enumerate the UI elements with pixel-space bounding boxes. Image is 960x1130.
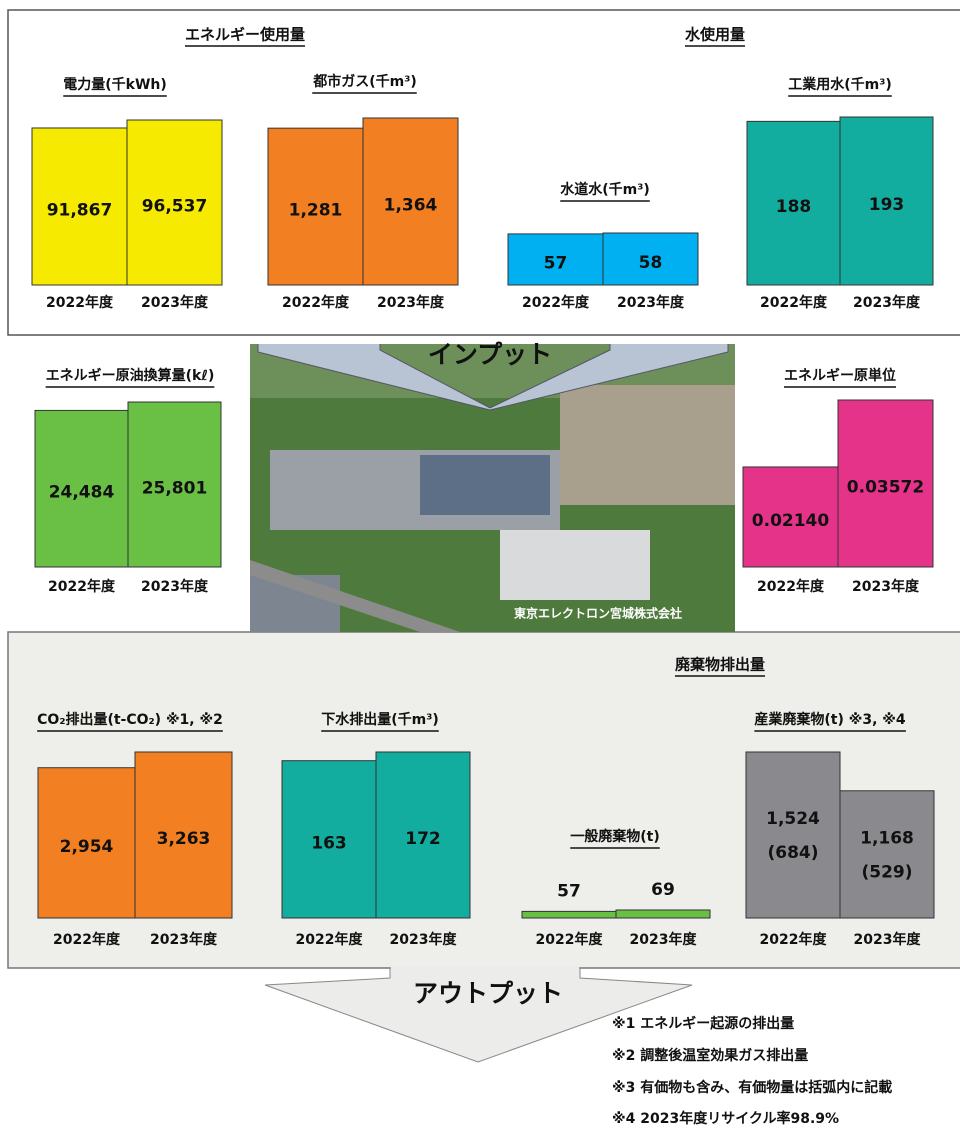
- x-tick-label: 2023年度: [854, 931, 922, 948]
- x-tick-label: 2022年度: [522, 294, 590, 311]
- x-tick-label: 2023年度: [150, 931, 218, 948]
- value-label: 163: [311, 833, 347, 853]
- photo-gap: [250, 338, 735, 344]
- bar: [615, 909, 711, 919]
- x-tick-label: 2022年度: [48, 578, 116, 595]
- bar: [31, 127, 128, 286]
- value-label: 96,537: [142, 197, 208, 217]
- footnote: ※1 エネルギー起源の排出量: [612, 1015, 794, 1032]
- x-tick-label: 2022年度: [760, 294, 828, 311]
- output-arrow-joint: [391, 966, 579, 974]
- x-tick-label: 2022年度: [757, 578, 825, 595]
- sub-value-label: (529): [861, 862, 912, 882]
- chart-title: 産業廃棄物(t) ※3, ※4: [754, 711, 906, 728]
- chart-title: エネルギー原単位: [784, 367, 896, 384]
- x-tick-label: 2022年度: [760, 931, 828, 948]
- footnote: ※2 調整後温室効果ガス排出量: [612, 1047, 808, 1064]
- chart-title: 水道水(千m³): [560, 181, 650, 198]
- photo-caption: 東京エレクトロン宮城株式会社: [514, 606, 682, 621]
- chart-title: CO₂排出量(t-CO₂) ※1, ※2: [37, 711, 223, 728]
- bar: [281, 760, 377, 919]
- chart-title: 工業用水(千m³): [788, 76, 892, 93]
- output-arrow: [264, 967, 693, 1063]
- bar: [37, 767, 136, 919]
- bar: [134, 751, 233, 919]
- bar: [126, 119, 223, 286]
- value-label: 58: [639, 253, 663, 273]
- value-label: 0.03572: [847, 478, 924, 498]
- x-tick-label: 2023年度: [390, 931, 458, 948]
- value-label: 1,364: [384, 196, 438, 216]
- x-tick-label: 2023年度: [853, 294, 921, 311]
- value-label: 91,867: [47, 200, 113, 220]
- x-tick-label: 2023年度: [377, 294, 445, 311]
- value-label: 1,524: [766, 809, 820, 829]
- input-label: インプット: [428, 340, 552, 369]
- value-label: 2,954: [60, 837, 114, 857]
- sub-value-label: (684): [767, 843, 818, 863]
- x-tick-label: 2023年度: [141, 294, 209, 311]
- value-label: 3,263: [157, 829, 211, 849]
- bar: [521, 910, 617, 919]
- bar: [34, 409, 129, 568]
- photo-road: [250, 560, 460, 632]
- chart-title: 下水排出量(千m³): [321, 711, 439, 728]
- photo-ground: [560, 385, 735, 505]
- bar: [375, 751, 471, 919]
- value-label: 1,168: [860, 828, 914, 848]
- x-tick-label: 2023年度: [852, 578, 920, 595]
- value-label: 1,281: [289, 201, 343, 221]
- value-label: 193: [869, 195, 905, 215]
- x-tick-label: 2023年度: [141, 578, 209, 595]
- bar: [127, 401, 222, 568]
- value-label: 0.02140: [752, 511, 830, 531]
- footnote: ※3 有価物も含み、有価物量は括弧内に記載: [612, 1079, 892, 1096]
- value-label: 57: [544, 253, 568, 273]
- chart-title: 都市ガス(千m³): [312, 73, 417, 90]
- bar: [602, 232, 699, 286]
- section-title: 廃棄物排出量: [675, 656, 765, 674]
- value-label: 172: [405, 829, 441, 849]
- value-label: 25,801: [142, 479, 208, 499]
- value-label: 69: [651, 880, 675, 900]
- output-label: アウトプット: [413, 979, 563, 1008]
- x-tick-label: 2023年度: [617, 294, 685, 311]
- bar: [745, 751, 841, 919]
- bar: [837, 399, 934, 568]
- x-tick-label: 2022年度: [46, 294, 114, 311]
- bar: [362, 117, 459, 286]
- chart-title: エネルギー原油換算量(kℓ): [46, 367, 215, 384]
- x-tick-label: 2023年度: [630, 931, 698, 948]
- bar: [267, 127, 364, 286]
- chart-title: 一般廃棄物(t): [570, 828, 660, 845]
- footnote: ※4 2023年度リサイクル率98.9%: [612, 1110, 839, 1127]
- bar: [742, 466, 839, 568]
- x-tick-label: 2022年度: [53, 931, 121, 948]
- bar: [839, 790, 935, 919]
- value-label: 188: [776, 197, 812, 217]
- x-tick-label: 2022年度: [536, 931, 604, 948]
- value-label: 57: [557, 881, 581, 901]
- x-tick-label: 2022年度: [296, 931, 364, 948]
- photo-building: [500, 530, 650, 600]
- value-label: 24,484: [49, 483, 115, 503]
- bar: [839, 116, 934, 286]
- section-title: エネルギー使用量: [185, 26, 305, 44]
- photo-roof: [420, 455, 550, 515]
- x-tick-label: 2022年度: [282, 294, 350, 311]
- section-title: 水使用量: [685, 26, 745, 44]
- photo: [250, 338, 735, 632]
- chart-title: 電力量(千kWh): [63, 76, 167, 93]
